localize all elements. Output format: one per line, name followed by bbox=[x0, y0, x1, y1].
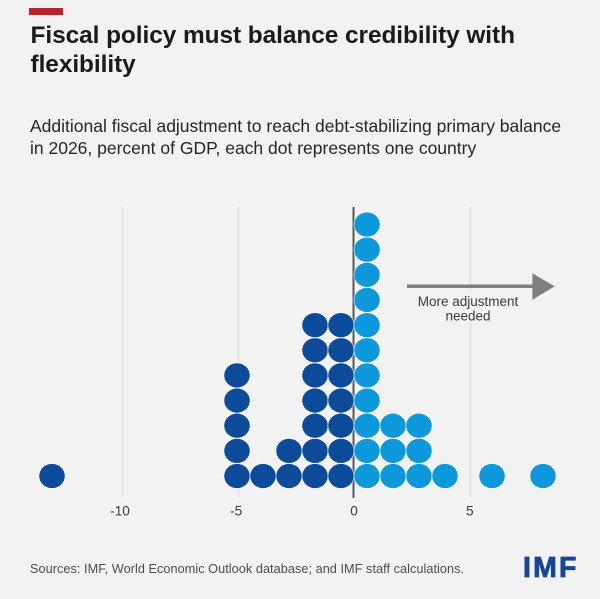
svg-text:5: 5 bbox=[466, 504, 474, 519]
svg-text:-10: -10 bbox=[110, 504, 130, 519]
svg-text:0: 0 bbox=[350, 504, 358, 519]
svg-text:More adjustment: More adjustment bbox=[418, 294, 519, 309]
svg-text:-5: -5 bbox=[230, 504, 242, 519]
svg-text:needed: needed bbox=[445, 309, 490, 324]
